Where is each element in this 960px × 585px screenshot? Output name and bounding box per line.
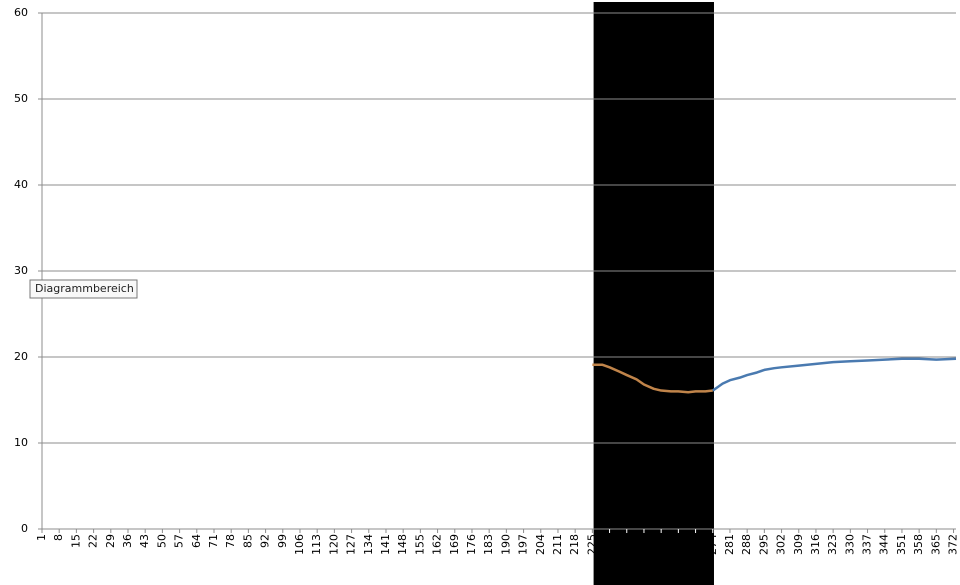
x-tick-label: 239 <box>620 534 633 555</box>
tooltip: Diagrammbereich <box>29 279 138 299</box>
tooltip-box <box>29 279 138 299</box>
x-tick-label: 190 <box>499 534 512 555</box>
data-line <box>592 363 713 394</box>
data-line <box>712 357 957 392</box>
x-tick-label: 15 <box>69 534 82 548</box>
x-tick-label: 372 <box>947 534 960 555</box>
y-tick-label: 0 <box>21 522 28 535</box>
y-tick-label: 60 <box>14 6 28 19</box>
x-tick-label: 365 <box>929 534 942 555</box>
x-tick-label: 106 <box>293 534 306 555</box>
x-tick-label: 295 <box>757 534 770 555</box>
x-tick-label: 351 <box>895 534 908 555</box>
x-tick-label: 8 <box>52 534 65 541</box>
x-tick-label: 85 <box>241 534 254 548</box>
x-tick-label: 43 <box>138 534 151 548</box>
y-tick-label: 50 <box>14 92 28 105</box>
x-tick-label: 141 <box>379 534 392 555</box>
x-tick-label: 127 <box>345 534 358 555</box>
x-tick-label: 197 <box>517 534 530 555</box>
x-tick-label: 218 <box>568 534 581 555</box>
x-tick-label: 337 <box>861 534 874 555</box>
selection-highlight <box>593 2 714 585</box>
x-tick-label: 344 <box>878 534 891 555</box>
x-tick-label: 253 <box>654 534 667 555</box>
x-tick-label: 246 <box>637 534 650 555</box>
x-tick-label: 358 <box>912 534 925 555</box>
x-tick-label: 211 <box>551 534 564 555</box>
x-tick-label: 78 <box>224 534 237 548</box>
x-tick-label: 176 <box>465 534 478 555</box>
x-tick-label: 288 <box>740 534 753 555</box>
x-tick-label: 22 <box>87 534 100 548</box>
x-tick-label: 302 <box>775 534 788 555</box>
x-tick-label: 323 <box>826 534 839 555</box>
x-tick-label: 57 <box>173 534 186 548</box>
x-tick-label: 232 <box>603 534 616 555</box>
x-tick-label: 274 <box>706 534 719 555</box>
x-tick-label: 134 <box>362 534 375 555</box>
y-tick-label: 40 <box>14 178 28 191</box>
x-tick-label: 1 <box>35 534 48 541</box>
x-tick-label: 225 <box>585 534 598 555</box>
y-tick-label: 20 <box>14 350 28 363</box>
x-tick-label: 162 <box>431 534 444 555</box>
x-tick-label: 281 <box>723 534 736 555</box>
x-tick-label: 316 <box>809 534 822 555</box>
x-tick-label: 64 <box>190 534 203 548</box>
x-tick-label: 169 <box>448 534 461 555</box>
x-tick-label: 29 <box>104 534 117 548</box>
x-tick-label: 71 <box>207 534 220 548</box>
x-tick-label: 50 <box>155 534 168 548</box>
x-tick-label: 113 <box>310 534 323 555</box>
x-tick-label: 92 <box>259 534 272 548</box>
x-tick-label: 148 <box>396 534 409 555</box>
x-tick-label: 155 <box>413 534 426 555</box>
y-tick-label: 30 <box>14 264 28 277</box>
tooltip-text: Diagrammbereich <box>35 282 134 295</box>
x-tick-label: 330 <box>843 534 856 555</box>
x-tick-label: 183 <box>482 534 495 555</box>
x-tick-label: 204 <box>534 534 547 555</box>
y-tick-label: 10 <box>14 436 28 449</box>
x-tick-label: 267 <box>689 534 702 555</box>
x-tick-label: 309 <box>792 534 805 555</box>
x-tick-label: 99 <box>276 534 289 548</box>
x-tick-label: 260 <box>671 534 684 555</box>
x-tick-label: 36 <box>121 534 134 548</box>
x-tick-label: 120 <box>327 534 340 555</box>
